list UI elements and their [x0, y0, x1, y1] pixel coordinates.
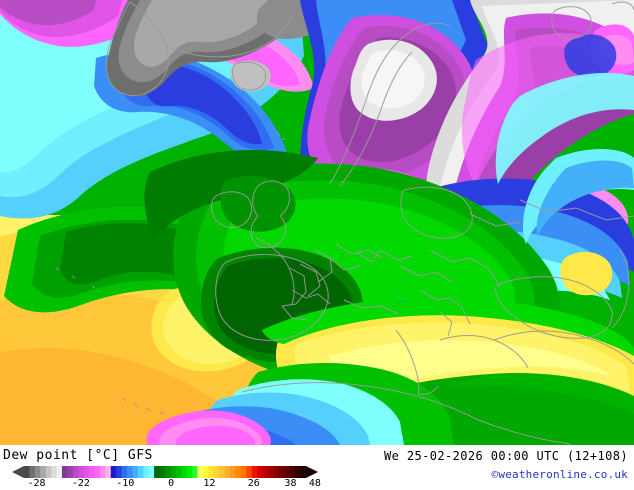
colorbar-swatch: [24, 466, 30, 478]
colorbar-swatch: [251, 466, 258, 478]
colorbar-swatch: [29, 466, 36, 478]
map-canvas: [0, 0, 634, 445]
dewpoint-map[interactable]: [0, 0, 634, 445]
colorbar-swatch: [289, 466, 296, 478]
colorbar-swatch: [202, 466, 209, 478]
colorbar-right-arrow: [306, 466, 318, 478]
colorbar-swatch: [230, 466, 236, 478]
colorbar-swatch: [116, 466, 123, 478]
colorbar-swatch: [137, 466, 144, 478]
colorbar-swatch: [127, 466, 133, 478]
colorbar-tick: 0: [168, 478, 175, 489]
colorbar-swatch: [105, 466, 112, 478]
colorbar-swatch: [45, 466, 52, 478]
colorbar-swatch: [78, 466, 85, 478]
colorbar-swatch: [143, 466, 150, 478]
colorbar-swatch: [148, 466, 155, 478]
colorbar-swatch: [40, 466, 47, 478]
colorbar-tick: -10: [116, 478, 135, 489]
colorbar-swatch: [181, 466, 188, 478]
colorbar-swatch: [51, 466, 57, 478]
colorbar-swatch: [72, 466, 79, 478]
colorbar-swatch: [121, 466, 128, 478]
colorbar-swatch: [240, 466, 247, 478]
colorbar-swatch: [83, 466, 90, 478]
colorbar-swatch: [192, 466, 198, 478]
colorbar-swatch: [208, 466, 215, 478]
colorbar-swatch: [246, 466, 253, 478]
page-title: Dew point [°C] GFS: [3, 448, 153, 463]
colorbar-swatch: [262, 466, 269, 478]
colorbar-swatch: [278, 466, 285, 478]
colorbar-swatch: [295, 466, 301, 478]
colorbar-tick: -22: [71, 478, 90, 489]
legend-footer: Dew point [°C] GFS We 25-02-2026 00:00 U…: [0, 445, 634, 490]
colorbar-swatch: [213, 466, 220, 478]
colorbar-swatch: [268, 466, 274, 478]
colorbar-tick: 48: [308, 478, 321, 489]
colorbar-swatch: [284, 466, 291, 478]
colorbar-swatch: [94, 466, 101, 478]
colorbar-swatch: [235, 466, 242, 478]
colorbar-swatch: [224, 466, 231, 478]
colorbar-swatch: [273, 466, 280, 478]
colorbar-swatch: [159, 466, 166, 478]
colorbar-swatch: [154, 466, 160, 478]
colorbar-swatch: [132, 466, 139, 478]
colorbar-swatch: [197, 466, 204, 478]
colorbar-tick: 38: [284, 478, 297, 489]
copyright-label: ©weatheronline.co.uk: [491, 468, 628, 481]
colorbar-swatch: [165, 466, 171, 478]
colorbar-swatch: [61, 466, 68, 478]
colorbar-swatch: [175, 466, 182, 478]
colorbar-swatch: [56, 466, 63, 478]
colorbar-swatch: [186, 466, 193, 478]
colorbar-swatch: [170, 466, 177, 478]
colorbar-swatch: [99, 466, 106, 478]
colorbar[interactable]: -28 -22 -10 0 12 26 38 48: [12, 466, 321, 490]
colorbar-tick: 26: [247, 478, 260, 489]
forecast-run-label: We 25-02-2026 00:00 UTC (12+108): [384, 449, 628, 463]
colorbar-swatch: [110, 466, 117, 478]
colorbar-swatch: [67, 466, 74, 478]
colorbar-left-arrow: [12, 466, 24, 478]
colorbar-tick: 12: [203, 478, 216, 489]
colorbar-swatch: [257, 466, 264, 478]
colorbar-swatch: [89, 466, 95, 478]
colorbar-swatch: [300, 466, 307, 478]
colorbar-swatch: [219, 466, 226, 478]
colorbar-swatch: [34, 466, 41, 478]
colorbar-swatches: [12, 466, 318, 478]
colorbar-tick: -28: [27, 478, 46, 489]
